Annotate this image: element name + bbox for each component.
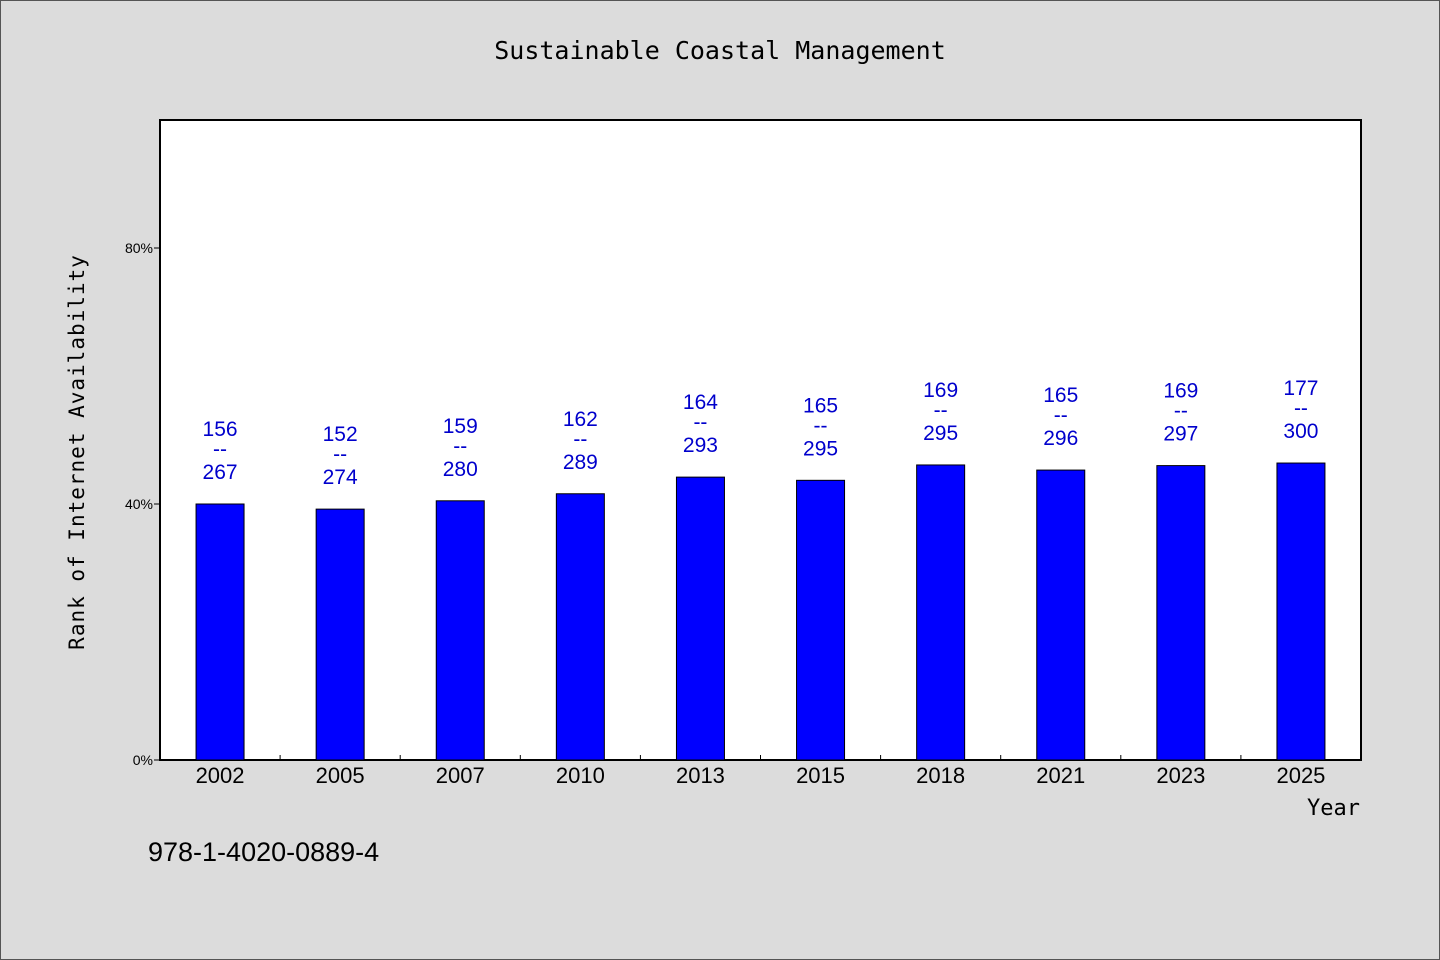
- data-label-separator: --: [213, 438, 227, 461]
- data-label-separator: --: [453, 435, 467, 458]
- data-label-bottom: 293: [683, 434, 718, 457]
- data-label-separator: --: [333, 443, 347, 466]
- data-label-top: 169: [923, 379, 958, 402]
- y-tick-label: 40%: [125, 496, 153, 512]
- x-tick-label: 2023: [1156, 763, 1205, 788]
- x-axis-label: Year: [1307, 796, 1360, 821]
- x-tick-label: 2010: [556, 763, 605, 788]
- x-axis: 2002 2005 2007 2010 2013 2015 2018 2021 2023 2025: [196, 755, 1325, 788]
- data-label-top: 159: [443, 415, 478, 438]
- isbn-text: 978-1-4020-0889-4: [148, 837, 380, 867]
- bar-2013: [675, 476, 725, 761]
- bar-2002: [195, 503, 245, 761]
- bars: [195, 462, 1326, 761]
- x-tick-label: 2005: [316, 763, 365, 788]
- data-label-top: 164: [683, 391, 718, 414]
- data-label-separator: --: [934, 399, 948, 422]
- data-label-separator: --: [573, 428, 587, 451]
- data-label-bottom: 274: [323, 466, 358, 489]
- data-label-separator: --: [814, 414, 828, 437]
- y-tick-label: 80%: [125, 240, 153, 256]
- data-label-top: 156: [203, 418, 238, 441]
- data-label-separator: --: [693, 411, 707, 434]
- y-tick-label: 0%: [133, 752, 153, 768]
- x-tick-label: 2015: [796, 763, 845, 788]
- data-label-bottom: 289: [563, 451, 598, 474]
- bar-2007: [435, 500, 485, 761]
- x-tick-label: 2025: [1276, 763, 1325, 788]
- bar-2021: [1036, 469, 1086, 761]
- data-label-bottom: 295: [923, 422, 958, 445]
- x-tick-label: 2021: [1036, 763, 1085, 788]
- data-label-separator: --: [1054, 404, 1068, 427]
- data-label-bottom: 295: [803, 437, 838, 460]
- data-label-top: 165: [803, 394, 838, 417]
- data-label-top: 162: [563, 408, 598, 431]
- bar-2015: [796, 479, 846, 761]
- data-label-top: 165: [1043, 384, 1078, 407]
- data-label-bottom: 297: [1163, 423, 1198, 446]
- data-label-top: 152: [323, 423, 358, 446]
- bar-2023: [1156, 465, 1206, 761]
- chart-title: Sustainable Coastal Management: [494, 36, 946, 65]
- data-label-bottom: 296: [1043, 427, 1078, 450]
- data-labels: 156--267152--274159--280162--289164--293…: [203, 377, 1319, 489]
- data-label-bottom: 280: [443, 458, 478, 481]
- data-label-top: 169: [1163, 380, 1198, 403]
- x-tick-label: 2002: [196, 763, 245, 788]
- bar-2018: [916, 464, 966, 761]
- data-label-separator: --: [1294, 397, 1308, 420]
- x-tick-label: 2007: [436, 763, 485, 788]
- x-tick-label: 2013: [676, 763, 725, 788]
- data-label-top: 177: [1283, 377, 1318, 400]
- bar-2025: [1276, 462, 1326, 761]
- data-label-bottom: 300: [1283, 420, 1318, 443]
- bar-2005: [315, 508, 365, 761]
- data-label-bottom: 267: [203, 461, 238, 484]
- x-tick-label: 2018: [916, 763, 965, 788]
- bar-2010: [555, 493, 605, 761]
- data-label-separator: --: [1174, 400, 1188, 423]
- y-axis: 0% 40% 80%: [125, 240, 160, 768]
